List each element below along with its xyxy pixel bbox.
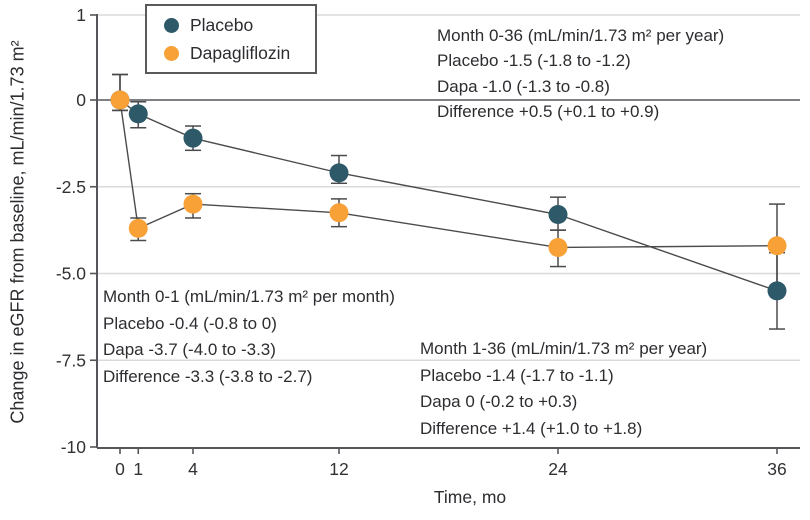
point-placebo [128,104,148,124]
y-tick-label: -10 [61,437,87,457]
point-dapagliflozin [183,194,203,214]
x-axis-label: Time, mo [433,487,507,507]
y-tick-label: -5.0 [56,264,86,284]
placebo-marker-icon [164,17,179,33]
y-tick-label: 0 [76,90,86,110]
point-placebo [329,163,349,183]
annotation-line: Placebo -1.4 (-1.7 to -1.1) [420,365,614,385]
annotation-line: Difference -3.3 (-3.8 to -2.7) [103,366,313,386]
annotation-line: Placebo -1.5 (-1.8 to -1.2) [437,51,631,71]
x-tick-label: 1 [133,459,143,479]
annotation-line: Month 0-1 (mL/min/1.73 m² per month) [103,287,395,306]
x-tick-label: 12 [329,459,348,479]
annotation-line: Placebo -0.4 (-0.8 to 0) [103,313,277,333]
dapagliflozin-marker-icon [164,45,179,61]
point-dapagliflozin [128,218,148,238]
y-tick-label: -7.5 [56,350,86,370]
legend: Placebo Dapagliflozin [145,4,317,74]
point-placebo [548,205,568,225]
y-axis-label: Change in eGFR from baseline, mL/min/1.7… [7,40,28,424]
annotation-line: Month 1-36 (mL/min/1.73 m² per year) [420,339,708,358]
annotation-line: Dapa -1.0 (-1.3 to -0.8) [437,76,610,96]
series-line-placebo [119,99,778,292]
annotation-line: Dapa -3.7 (-4.0 to -3.3) [103,340,276,360]
legend-item-placebo: Placebo [164,15,315,36]
y-tick-label: 1 [76,5,86,25]
annotation-month-0-1: Month 0-1 (mL/min/1.73 m² per month) Pla… [103,284,395,390]
annotation-line: Difference +1.4 (+1.0 to +1.8) [420,418,643,438]
x-tick-label: 4 [188,459,198,479]
annotation-line: Dapa 0 (-0.2 to +0.3) [420,392,578,412]
x-tick-label: 36 [767,459,786,479]
legend-item-dapagliflozin: Dapagliflozin [164,43,315,64]
point-dapagliflozin [548,237,568,257]
point-placebo [183,128,203,148]
series-line-dapagliflozin [119,99,778,249]
point-dapagliflozin [110,90,130,110]
x-tick-label: 24 [548,459,568,479]
legend-label-placebo: Placebo [190,14,254,35]
point-dapagliflozin [767,236,787,256]
point-placebo [767,281,787,301]
legend-label-dapagliflozin: Dapagliflozin [190,42,291,63]
annotation-line: Month 0-36 (mL/min/1.73 m² per year) [437,26,725,45]
x-tick-label: 0 [115,459,125,479]
annotation-line: Difference +0.5 (+0.1 to +0.9) [437,102,660,122]
y-tick-label: -2.5 [56,177,86,197]
annotation-month-1-36: Month 1-36 (mL/min/1.73 m² per year) Pla… [420,336,707,442]
point-dapagliflozin [329,203,349,223]
annotation-month-0-36: Month 0-36 (mL/min/1.73 m² per year) Pla… [437,23,724,125]
